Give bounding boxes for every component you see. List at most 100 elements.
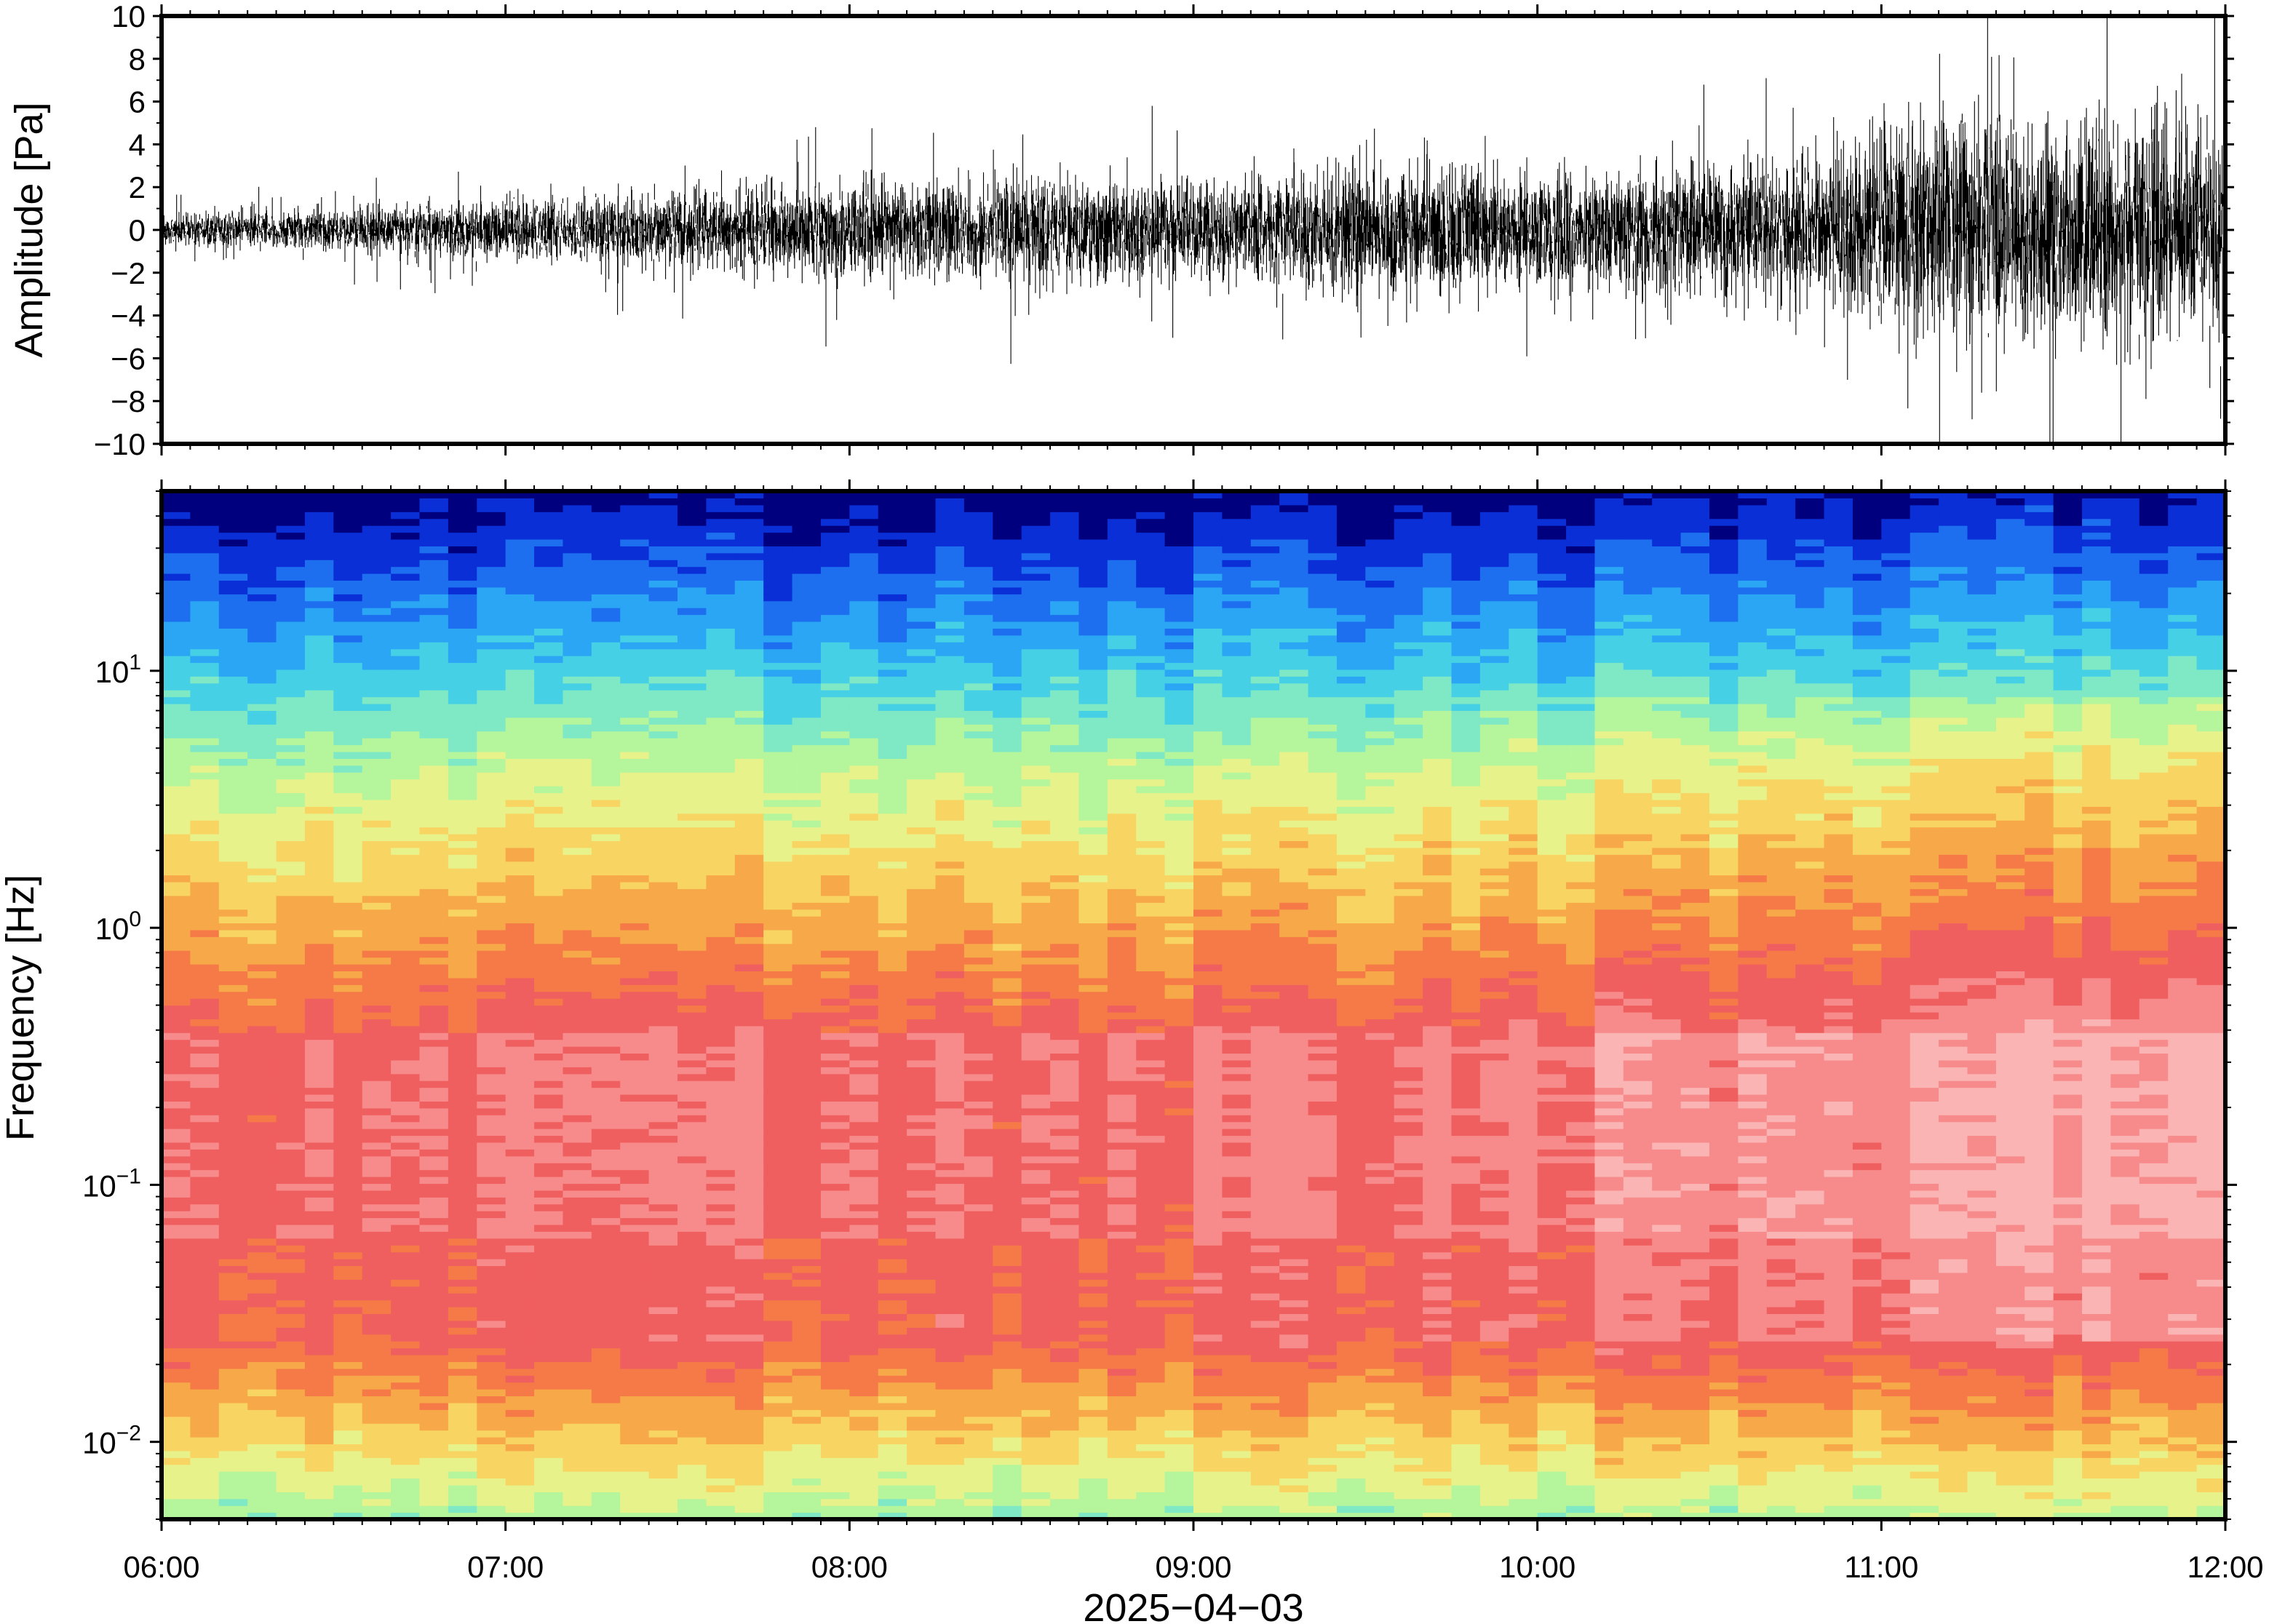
spectrogram-cell [419, 854, 449, 862]
spectrogram-cell [963, 1423, 993, 1431]
spectrogram-cell [878, 614, 907, 622]
spectrogram-cell [792, 1142, 822, 1150]
spectrogram-cell [907, 772, 937, 780]
spectrogram-cell [763, 957, 793, 965]
spectrogram-cell [448, 1067, 477, 1075]
spectrogram-cell [162, 971, 191, 979]
spectrogram-cell [477, 957, 506, 965]
spectrogram-cell [993, 765, 1022, 773]
spectrogram-cell [820, 1436, 850, 1444]
spectrogram-cell [1021, 875, 1051, 883]
spectrogram-cell [935, 614, 965, 622]
spectrogram-cell [448, 1313, 477, 1321]
spectrogram-cell [993, 1101, 1022, 1109]
spectrogram-cell [162, 834, 191, 842]
spectrogram-cell [620, 998, 650, 1006]
spectrogram-cell [563, 1354, 592, 1362]
spectrogram-cell [820, 546, 850, 554]
spectrogram-cell [677, 600, 707, 608]
spectrogram-cell [304, 834, 334, 842]
spectrogram-cell [849, 546, 879, 554]
spectrogram-cell [734, 1354, 764, 1362]
spectrogram-cell [391, 1348, 421, 1356]
spectrogram-cell [218, 1354, 248, 1362]
spectrogram-cell [792, 991, 822, 999]
spectrogram-cell [247, 1019, 277, 1027]
spectrogram-cell [477, 1402, 506, 1410]
spectrogram-cell [362, 690, 392, 698]
spectrogram-cell [276, 1492, 306, 1500]
spectrogram-cell [935, 1444, 965, 1452]
spectrogram-cell [448, 1423, 477, 1431]
spectrogram-cell [419, 888, 449, 896]
spectrogram-cell [677, 1299, 707, 1307]
spectrogram-cell [477, 1169, 506, 1177]
spectrogram-cell [534, 875, 564, 883]
spectrogram-cell [448, 1327, 477, 1335]
spectrogram-cell [648, 731, 678, 739]
spectrogram-cell [333, 600, 363, 608]
spectrogram-cell [218, 580, 248, 588]
spectrogram-cell [419, 1471, 449, 1479]
spectrogram-cell [620, 1217, 650, 1225]
spectrogram-cell [706, 696, 736, 704]
spectrogram-cell [505, 1073, 535, 1081]
spectrogram-cell [706, 656, 736, 664]
spectrogram-cell [304, 909, 334, 917]
spectrogram-cell [620, 1259, 650, 1267]
spectrogram-cell [333, 491, 363, 499]
spectrogram-cell [792, 1135, 822, 1143]
spectrogram-cell [993, 594, 1022, 602]
spectrogram-cell [792, 1005, 822, 1013]
spectrogram-cell [706, 1450, 736, 1458]
spectrogram-cell [849, 504, 879, 512]
spectrogram-cell [935, 1416, 965, 1424]
spectrogram-cell [247, 648, 277, 656]
spectrogram-cell [677, 1265, 707, 1273]
spectrogram-cell [247, 929, 277, 937]
spectrogram-cell [849, 1217, 879, 1225]
spectrogram-cell [218, 1484, 248, 1492]
spectrogram-cell [648, 1073, 678, 1081]
spectrogram-cell [448, 1265, 477, 1273]
spectrogram-cell [563, 1251, 592, 1259]
spectrogram-cell [190, 1265, 220, 1273]
spectrogram-cell [505, 621, 535, 629]
spectrogram-cell [849, 1053, 879, 1061]
spectrogram-cell [963, 614, 993, 622]
spectrogram-cell [247, 690, 277, 698]
spectrogram-cell [563, 991, 592, 999]
spectrogram-cell [648, 1238, 678, 1246]
spectrogram-cell [677, 1484, 707, 1492]
spectrogram-cell [763, 1450, 793, 1458]
spectrogram-cell [820, 1484, 850, 1492]
spectrogram-cell [763, 813, 793, 821]
spectrogram-cell [563, 532, 592, 540]
spectrogram-cell [963, 943, 993, 951]
spectrogram-cell [648, 1464, 678, 1472]
spectrogram-cell [706, 792, 736, 800]
spectrogram-cell [1021, 1005, 1051, 1013]
spectrogram-cell [247, 1005, 277, 1013]
spectrogram-cell [677, 902, 707, 910]
spectrogram-cell [448, 751, 477, 759]
spectrogram-cell [534, 1361, 564, 1369]
spectrogram-cell [333, 642, 363, 650]
spectrogram-cell [505, 1039, 535, 1047]
spectrogram-cell [907, 1129, 937, 1137]
spectrogram-cell [648, 512, 678, 520]
spectrogram-cell [878, 628, 907, 636]
spectrogram-cell [362, 881, 392, 889]
spectrogram-cell [963, 1492, 993, 1500]
spectrogram-cell [419, 656, 449, 664]
spectrogram-cell [677, 963, 707, 971]
spectrogram-cell [362, 1169, 392, 1177]
spectrogram-cell [591, 1190, 621, 1198]
spectrogram-cell [505, 1306, 535, 1314]
spectrogram-cell [907, 1101, 937, 1109]
spectrogram-cell [1021, 1444, 1051, 1452]
spectrogram-cell [190, 1177, 220, 1185]
spectrogram-cell [1021, 744, 1051, 752]
spectrogram-cell [505, 1396, 535, 1404]
amplitude-tick-label: −2 [111, 256, 146, 290]
